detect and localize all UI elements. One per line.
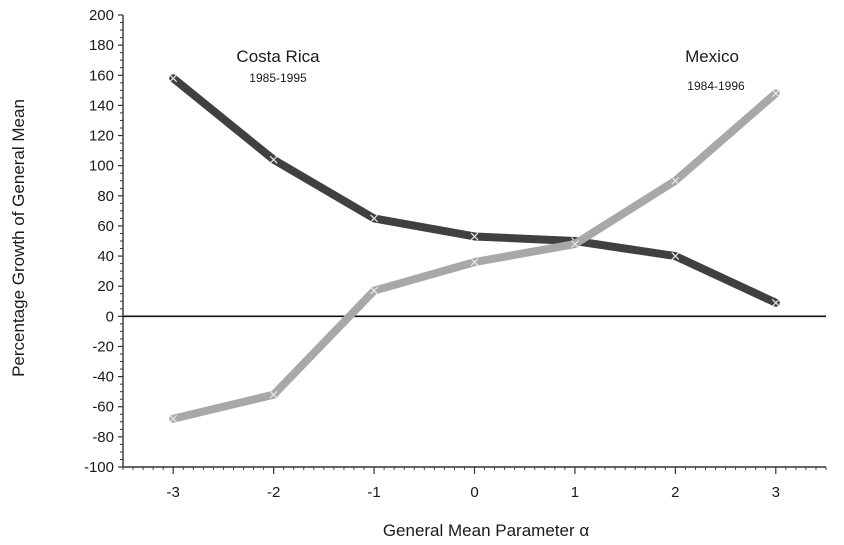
x-tick-label: 1 (571, 484, 579, 501)
x-tick-label: 3 (772, 484, 780, 501)
costa-rica-data-point (370, 214, 378, 223)
mexico-series-line (169, 89, 780, 423)
mexico-data-point (671, 176, 680, 185)
costa-rica-data-point (169, 74, 178, 83)
costa-rica-data-point (470, 232, 479, 241)
point-marker-stroke (671, 176, 680, 185)
y-tick-label: 60 (97, 218, 114, 235)
x-tick-label: -3 (167, 484, 180, 501)
costa-rica-label: Costa Rica (236, 47, 320, 66)
y-tick-label: 160 (89, 67, 114, 84)
y-tick-label: -100 (84, 459, 114, 476)
point-marker-stroke (771, 89, 780, 98)
costa-rica-period: 1985-1995 (249, 71, 307, 85)
y-tick-label: 200 (89, 7, 114, 24)
point-marker-stroke (269, 155, 278, 164)
point-marker-stroke (370, 214, 378, 223)
y-tick-label: 140 (89, 97, 114, 114)
y-axis-title: Percentage Growth of General Mean (9, 99, 28, 377)
y-tick-label: -20 (92, 338, 114, 355)
point-marker-stroke (671, 252, 680, 260)
mexico-data-point (571, 240, 579, 248)
mexico-data-point (169, 414, 178, 423)
y-tick-label: 120 (89, 128, 114, 145)
y-tick-label: -60 (92, 399, 114, 416)
x-tick-label: 0 (470, 484, 478, 501)
point-marker-stroke (269, 390, 278, 399)
point-marker-stroke (169, 414, 178, 423)
costa-rica-series-line (169, 74, 780, 307)
x-axis-title: General Mean Parameter α (383, 521, 590, 540)
mexico-period: 1984-1996 (687, 79, 745, 93)
y-tick-label: -40 (92, 369, 114, 386)
mexico-data-point (470, 258, 479, 267)
y-tick-label: 180 (89, 37, 114, 54)
mexico-data-point (269, 390, 278, 399)
series-layer (169, 74, 780, 423)
costa-rica-data-point (671, 252, 680, 260)
x-tick-label: 2 (671, 484, 679, 501)
y-tick-label: 20 (97, 278, 114, 295)
point-marker-stroke (370, 286, 378, 295)
costa-rica-data-point (771, 298, 780, 307)
x-tick-label: -2 (267, 484, 280, 501)
point-marker-stroke (470, 232, 479, 241)
costa-rica-data-point (269, 155, 278, 164)
chart-axes: -100-80-60-40-20020406080100120140160180… (84, 7, 827, 501)
mexico-label: Mexico (685, 47, 739, 66)
y-tick-label: 40 (97, 248, 114, 265)
x-tick-label: -1 (367, 484, 380, 501)
y-tick-label: -80 (92, 429, 114, 446)
mexico-data-point (771, 89, 780, 98)
y-tick-label: 0 (106, 308, 114, 325)
point-marker-stroke (169, 74, 178, 83)
y-tick-label: 80 (97, 188, 114, 205)
point-marker-stroke (571, 240, 579, 248)
point-marker-stroke (771, 298, 780, 307)
point-marker-stroke (470, 258, 479, 267)
mexico-data-point (370, 286, 378, 295)
y-tick-label: 100 (89, 158, 114, 175)
